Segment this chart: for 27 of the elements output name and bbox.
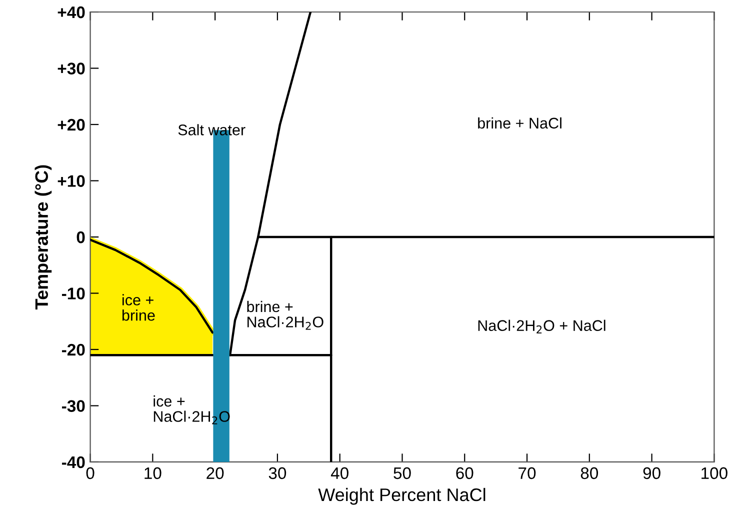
annotation: Salt water	[178, 124, 246, 136]
y-axis-title: Temperature (°C)	[34, 165, 52, 310]
x-tick-label: 70	[518, 467, 536, 480]
y-tick-label: -40	[62, 456, 85, 468]
y-tick-label: +10	[58, 175, 85, 187]
x-tick-label: 40	[330, 467, 348, 480]
annotation: brine + NaCl·2H$_{2}$O	[247, 300, 324, 330]
y-tick-label: 0	[76, 231, 85, 244]
x-tick-label: 90	[643, 467, 660, 480]
x-tick-label: 30	[268, 467, 286, 480]
y-tick-label: +30	[58, 62, 85, 74]
x-axis-title: Weight Percent NaCl	[318, 488, 486, 505]
x-tick-label: 10	[144, 467, 162, 480]
x-tick-label: 20	[206, 467, 224, 480]
y-tick-label: -10	[62, 288, 85, 300]
y-tick-label: -20	[62, 344, 85, 356]
annotation: NaCl·2H$_{2}$O + NaCl	[478, 320, 606, 334]
y-tick-label: +40	[58, 6, 85, 18]
y-tick-label: +20	[58, 118, 85, 131]
x-tick-label: 0	[86, 467, 94, 480]
annotation: ice + brine	[122, 294, 155, 321]
x-tick-label: 50	[394, 467, 411, 480]
x-tick-label: 80	[580, 467, 598, 480]
annotation: brine + NaCl	[478, 117, 562, 129]
y-tick-label: -30	[62, 400, 85, 412]
x-tick-label: 60	[456, 467, 474, 480]
x-tick-label: 100	[702, 467, 728, 480]
